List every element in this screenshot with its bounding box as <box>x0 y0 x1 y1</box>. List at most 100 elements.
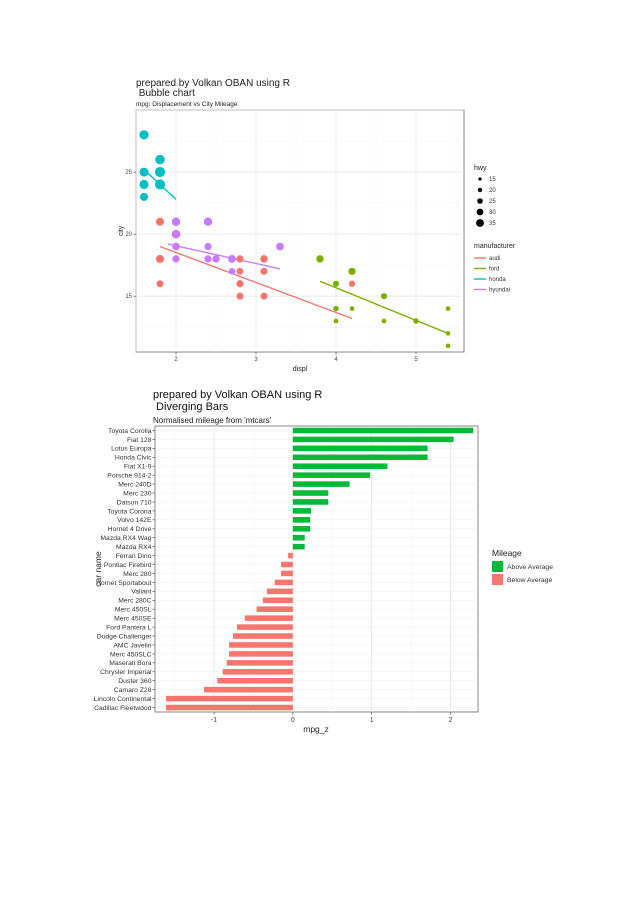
bar-above <box>292 481 350 487</box>
bubble-point-audi <box>260 255 268 263</box>
bubble-chart-trend-lines <box>143 169 449 335</box>
bubble-point-hyundai <box>228 268 236 275</box>
bubble-chart-grid <box>135 109 464 352</box>
bar-below <box>203 686 293 693</box>
bar-below <box>222 669 293 675</box>
size-legend-label: 20 <box>489 188 496 194</box>
diverging-bars-chart: prepared by Volkan OBAN using R Divergin… <box>93 389 553 734</box>
bubble-point-audi <box>236 280 244 288</box>
mileage-legend-label: Below Average <box>507 577 552 584</box>
manufacturer-legend-label: hyundai <box>489 288 510 294</box>
bar-below <box>226 660 293 666</box>
bubble-point-honda <box>139 167 149 177</box>
bubble-chart-title-line-1: prepared by Volkan OBAN using R <box>136 78 290 89</box>
diverging-chart-bars <box>166 427 474 711</box>
category-label: Ford Pantera L <box>106 624 152 631</box>
bar-below <box>229 642 293 648</box>
bubble-point-ford <box>381 318 387 324</box>
bubble-point-audi <box>156 280 164 288</box>
bubble-point-ford <box>445 331 451 336</box>
size-legend-key <box>476 219 484 227</box>
bubble-point-audi <box>260 267 268 275</box>
bubble-chart-y-ticks: 15 20 25 <box>125 170 136 300</box>
category-label: Lotus Europa <box>111 446 152 453</box>
category-label: Merc 230 <box>123 490 152 497</box>
bubble-point-ford <box>413 318 419 324</box>
bubble-point-ford <box>349 306 355 311</box>
bubble-point-hyundai <box>276 242 284 251</box>
category-label: Valiant <box>131 589 151 596</box>
manufacturer-legend-label: honda <box>489 277 506 283</box>
bar-below <box>217 677 293 684</box>
category-label: Dodge Challenger <box>97 633 153 640</box>
category-label: Datsun 710 <box>117 499 152 506</box>
bubble-point-honda <box>139 192 149 201</box>
y-tick-label: 20 <box>125 232 132 238</box>
mileage-legend: Mileage Above Average Below Average <box>492 548 553 585</box>
category-label: Fiat 128 <box>127 437 152 444</box>
bar-below <box>281 570 293 577</box>
size-legend-label: 25 <box>489 199 496 205</box>
size-legend-label: 15 <box>489 177 496 183</box>
mileage-legend-key <box>492 574 503 585</box>
bubble-chart-subtitle: mpg: Displacement vs City Mileage <box>136 101 238 108</box>
bar-below <box>166 704 293 711</box>
bar-below <box>166 695 293 702</box>
bubble-point-ford <box>332 280 340 287</box>
bubble-point-audi <box>155 217 165 226</box>
bubble-point-ford <box>445 306 451 311</box>
bar-above <box>292 517 311 523</box>
bar-above <box>292 445 428 452</box>
bar-below <box>256 606 293 612</box>
bubble-point-audi <box>236 267 244 275</box>
category-label: Merc 240D <box>118 481 151 488</box>
diverging-chart-x-axis-label: mpg_z <box>303 724 329 734</box>
bar-below <box>229 651 293 657</box>
category-label: Duster 360 <box>118 678 151 685</box>
bubble-point-hyundai <box>172 242 180 251</box>
bar-below <box>288 552 293 559</box>
x-tick-label: 2 <box>448 717 452 724</box>
bubble-point-hyundai <box>204 255 212 263</box>
bar-below <box>266 588 293 595</box>
trend-line-ford <box>319 280 449 335</box>
x-tick-label: 2 <box>174 357 178 363</box>
bubble-point-ford <box>445 343 451 349</box>
bubble-point-audi <box>348 280 356 287</box>
category-label: Maserati Bora <box>109 660 152 667</box>
diverging-chart-subtitle: Normalised mileage from 'mtcars' <box>153 416 272 425</box>
bar-above <box>292 454 428 461</box>
category-label: Pontiac Firebird <box>104 562 152 569</box>
bubble-point-audi <box>260 292 268 300</box>
bar-below <box>274 579 293 586</box>
bar-above <box>292 472 371 478</box>
category-label: Merc 450SE <box>114 616 152 623</box>
size-legend-label: 35 <box>489 221 496 227</box>
bubble-point-honda <box>154 167 166 178</box>
category-label: Ferrari Dino <box>116 553 152 560</box>
bubble-chart-y-axis-label: city <box>118 225 125 236</box>
bubble-point-hyundai <box>212 255 220 263</box>
category-label: Chrysler Imperial <box>100 669 152 676</box>
category-label: Hornet 4 Drive <box>108 526 152 533</box>
category-label: Mazda RX4 <box>116 544 152 551</box>
category-label: Fiat X1-9 <box>124 464 152 471</box>
bar-below <box>262 597 293 604</box>
bubble-point-hyundai <box>172 255 180 263</box>
category-label: AMC Javelin <box>113 642 151 649</box>
category-label: Volvo 142E <box>117 517 152 524</box>
size-legend-key <box>477 187 483 193</box>
bubble-point-honda <box>154 179 166 190</box>
bar-above <box>292 427 474 434</box>
bar-above <box>292 463 388 469</box>
bubble-point-audi <box>236 255 244 263</box>
bubble-point-honda <box>139 179 149 189</box>
category-label: Mazda RX4 Wag <box>100 535 151 542</box>
category-label: Toyota Corolla <box>108 428 152 435</box>
x-tick-label: 0 <box>291 717 295 724</box>
category-label: Merc 280 <box>123 571 152 578</box>
manufacturer-legend-label: ford <box>489 267 499 273</box>
bubble-point-hyundai <box>172 217 180 226</box>
bubble-point-hyundai <box>228 255 236 263</box>
